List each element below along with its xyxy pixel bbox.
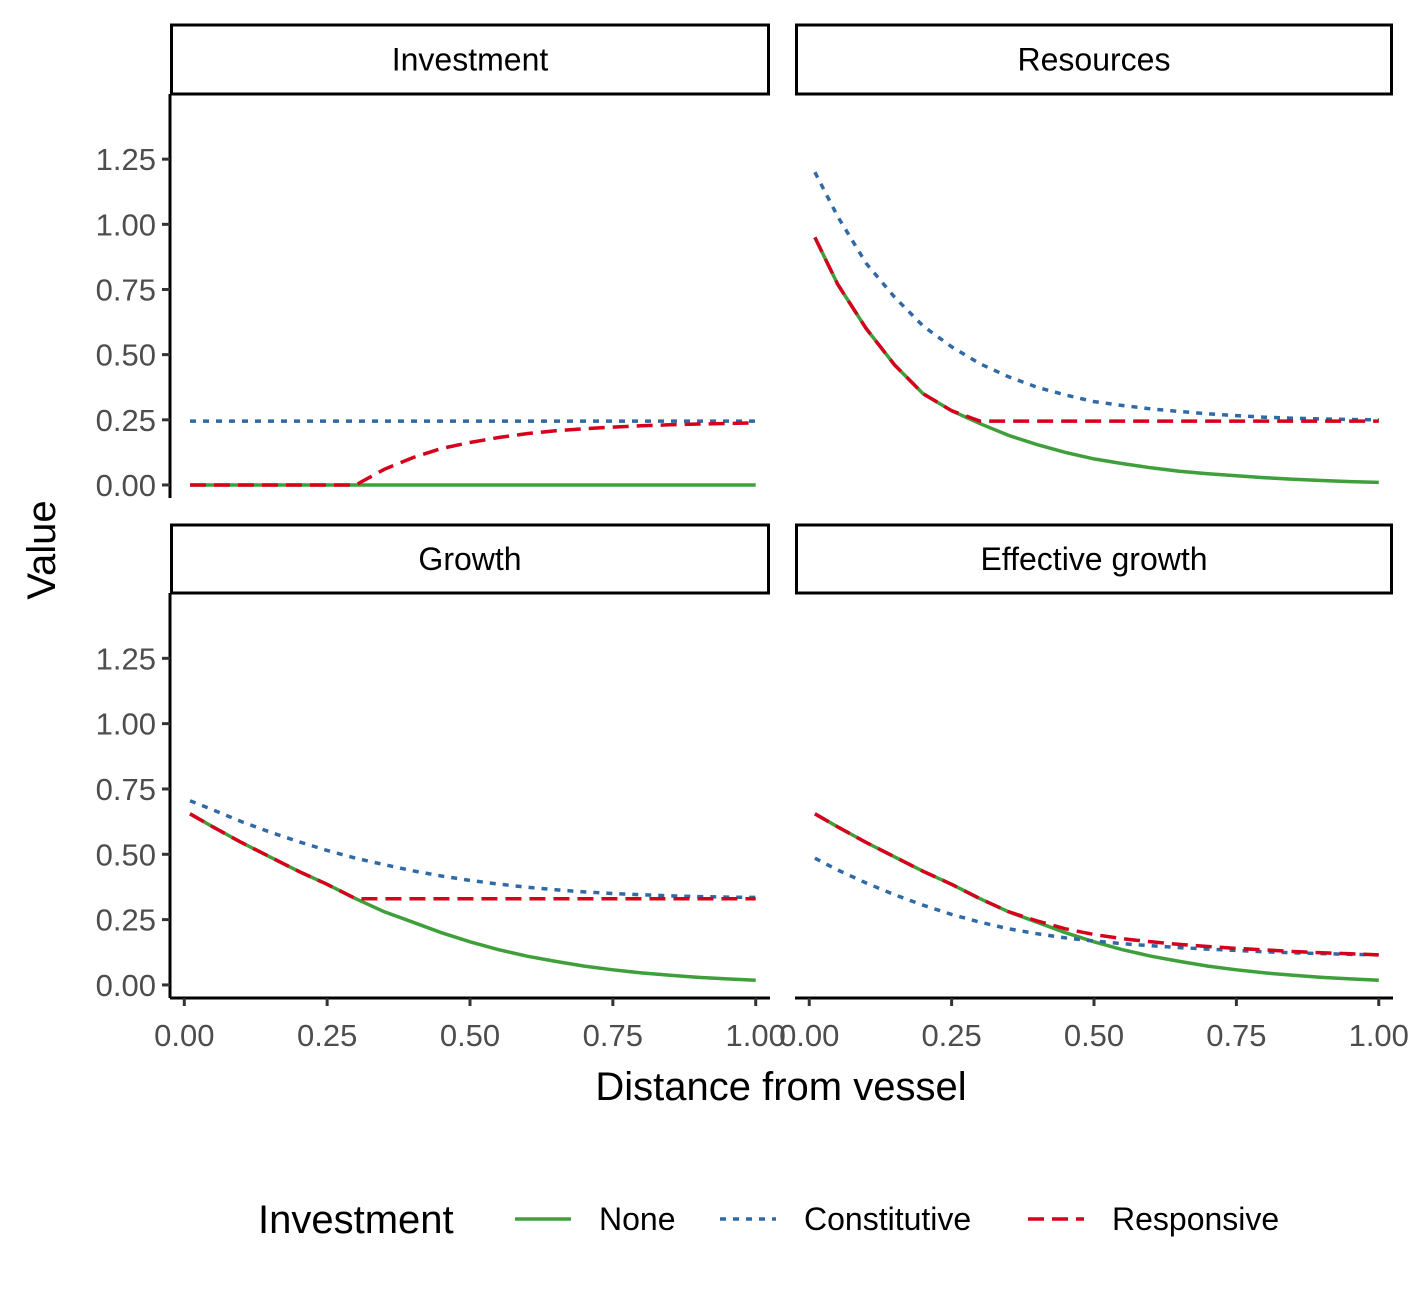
y-tick-label: 1.00	[96, 207, 156, 242]
series-responsive-investment	[190, 421, 756, 487]
legend-label-responsive: Responsive	[1112, 1201, 1279, 1237]
series-constitutive-resources	[813, 171, 1379, 422]
x-tick-label: 0.50	[440, 1018, 500, 1053]
x-tick-label: 0.75	[583, 1018, 643, 1053]
series-constitutive-effective-growth	[814, 856, 1379, 957]
x-tick-label: 0.50	[1064, 1018, 1124, 1053]
y-tick-label: 0.75	[96, 272, 156, 307]
panel-growth: Growth 0.00 0.25 0.50 0.75 1.00 1.25 0.00 0.25 0.…	[96, 523, 786, 1053]
panel-resources: Resources	[795, 23, 1393, 485]
strip-title-growth: Growth	[418, 541, 521, 577]
legend-item-constitutive: Constitutive	[720, 1201, 971, 1237]
y-tick-label: 0.50	[96, 338, 156, 373]
y-tick-label: 0.75	[96, 772, 156, 807]
panel-investment: Investment 0.00 0.25 0.50 0.75 1.00 1.25	[96, 23, 770, 503]
y-tick-label: 1.25	[96, 641, 156, 676]
strip-growth	[170, 523, 770, 595]
x-tick-label: 0.75	[1206, 1018, 1266, 1053]
y-tick-label: 1.00	[96, 707, 156, 742]
series-none-resources	[813, 236, 1379, 485]
y-tick-label: 0.50	[96, 837, 156, 872]
y-tick-label: 1.25	[96, 142, 156, 177]
legend-label-constitutive: Constitutive	[804, 1201, 971, 1237]
strip-title-effective-growth: Effective growth	[980, 541, 1207, 577]
legend: Investment None Constitutive Responsive	[258, 1198, 1279, 1242]
series-responsive-resources	[813, 236, 1379, 423]
x-tick-label: 0.00	[779, 1018, 839, 1053]
series-responsive-growth	[189, 812, 756, 901]
legend-item-none: None	[515, 1201, 676, 1237]
x-tick-label: 0.25	[297, 1018, 357, 1053]
legend-entries: None Constitutive Responsive	[515, 1201, 1279, 1237]
strip-investment	[170, 23, 770, 96]
strip-title-investment: Investment	[392, 42, 549, 78]
x-tick-label: 1.00	[1349, 1018, 1409, 1053]
y-tick-label: 0.00	[96, 968, 156, 1003]
legend-label-none: None	[599, 1201, 676, 1237]
y-tick-label: 0.25	[96, 903, 156, 938]
x-axis-title: Distance from vessel	[595, 1065, 966, 1109]
strip-title-resources: Resources	[1018, 42, 1171, 78]
chart-panels: Investment 0.00 0.25 0.50 0.75 1.00 1.25 Resour…	[96, 23, 1409, 1053]
x-tick-label: 1.00	[726, 1018, 786, 1053]
legend-title: Investment	[258, 1198, 454, 1242]
y-axis-title: Value	[20, 500, 64, 599]
panel-effective-growth: Effective growth 0.00 0.25 0.50 0.75 1.00	[779, 523, 1409, 1053]
strip-resources	[795, 23, 1393, 96]
series-responsive-effective-growth	[814, 812, 1379, 957]
strip-effective-growth	[795, 523, 1393, 595]
x-tick-label: 0.25	[921, 1018, 981, 1053]
y-tick-label: 0.25	[96, 403, 156, 438]
series-constitutive-growth	[189, 799, 756, 900]
legend-item-responsive: Responsive	[1028, 1201, 1279, 1237]
x-tick-label: 0.00	[154, 1018, 214, 1053]
y-tick-label: 0.00	[96, 468, 156, 503]
